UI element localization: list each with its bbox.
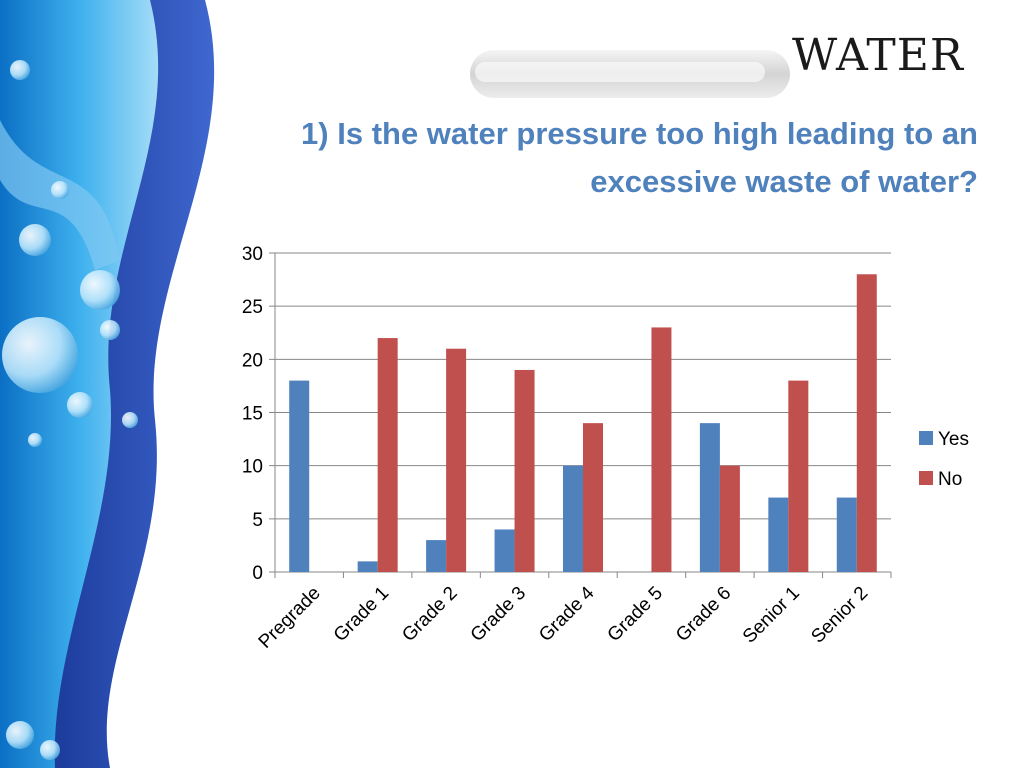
water-bubble — [28, 433, 42, 447]
bar-no — [788, 380, 809, 572]
bar-yes — [289, 380, 310, 572]
water-bubble — [40, 740, 60, 760]
legend-swatch-no — [919, 471, 933, 485]
bar-yes — [357, 561, 378, 572]
bar-no — [856, 274, 877, 572]
bar-yes — [836, 497, 857, 572]
x-category-label: Grade 4 — [535, 582, 599, 646]
water-bubble — [51, 181, 69, 199]
bar-yes — [563, 465, 583, 572]
y-tick-label: 0 — [252, 563, 263, 584]
legend-swatch-yes — [919, 431, 933, 445]
x-category-label: Grade 1 — [330, 583, 393, 646]
bar-no — [583, 423, 603, 572]
water-ribbon-dark — [54, 0, 215, 768]
legend-label-no: No — [938, 469, 962, 490]
bar-no — [514, 369, 535, 572]
y-tick-label: 5 — [252, 510, 263, 531]
y-tick-label: 25 — [242, 297, 263, 318]
water-bubble — [122, 412, 138, 428]
bar-no — [719, 465, 740, 572]
slide-title: WATER — [792, 30, 964, 81]
water-bubble — [6, 721, 34, 749]
x-category-label: Senior 2 — [807, 583, 872, 648]
bar-no — [377, 338, 398, 572]
water-bubble — [10, 60, 30, 80]
bar-yes — [699, 423, 720, 572]
y-tick-label: 10 — [242, 457, 263, 478]
water-bubble — [19, 224, 51, 256]
title-decoration-bar-highlight — [475, 62, 765, 82]
x-category-label: Grade 5 — [604, 583, 667, 646]
y-tick-label: 15 — [242, 404, 263, 425]
chart-question: 1) Is the water pressure too high leadin… — [301, 116, 978, 199]
y-tick-label: 30 — [242, 244, 263, 265]
water-bubble — [2, 317, 78, 393]
water-bubble — [67, 392, 93, 418]
bar-yes — [768, 497, 789, 572]
x-category-label: Grade 3 — [467, 583, 530, 646]
bar-no — [446, 348, 467, 572]
x-category-label: Grade 6 — [672, 583, 735, 646]
x-category-label: Grade 2 — [398, 583, 461, 646]
bar-no — [651, 327, 672, 572]
legend-label-yes: Yes — [938, 429, 969, 450]
bar-yes — [494, 529, 515, 572]
bar-yes — [426, 540, 447, 572]
x-category-label: Pregrade — [255, 583, 325, 653]
water-bubble — [80, 270, 120, 310]
x-category-label: Senior 1 — [739, 583, 804, 648]
water-bubble — [100, 320, 120, 340]
y-tick-label: 20 — [242, 350, 263, 371]
